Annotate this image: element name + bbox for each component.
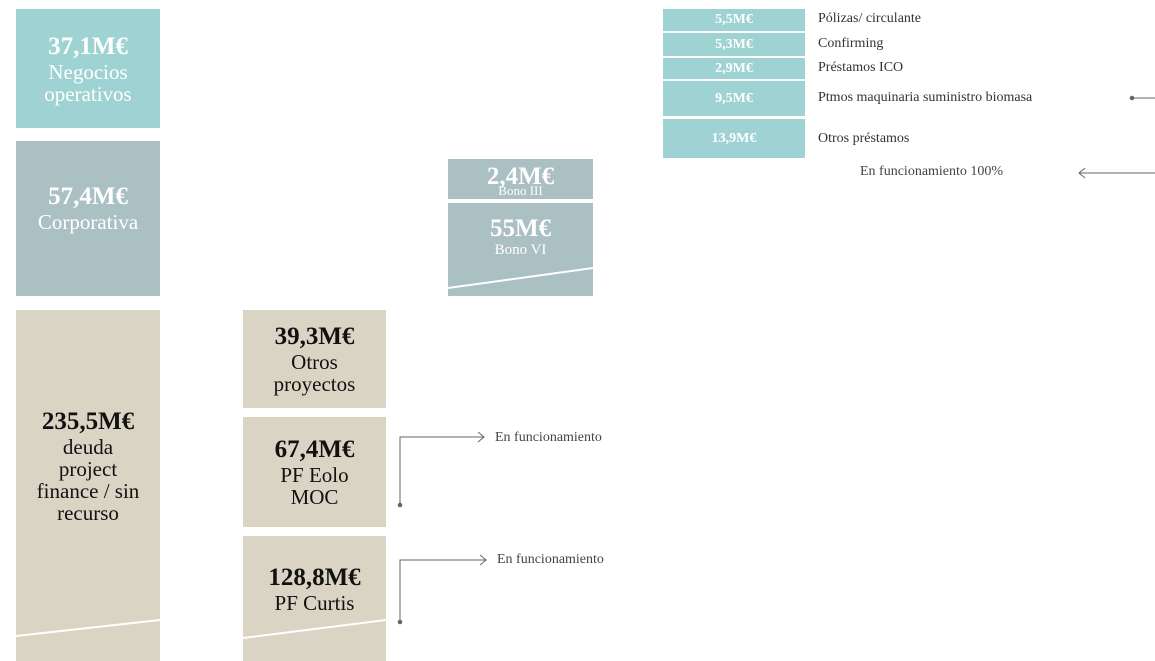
summary-block: 57,4M€ Corporativa [16,141,160,296]
item-amount: 5,3M€ [663,33,805,56]
cut-line [15,619,161,637]
connector [399,559,486,622]
arrow-head [479,554,487,566]
item-amount: 5,5M€ [663,9,805,31]
item-label: Pólizas/ circulante [818,11,922,26]
amount: 37,1M€ [48,32,128,60]
summary-block: 37,1M€ Negocios operativos [16,9,160,128]
connector [399,436,484,505]
note: En funcionamiento 100% [860,164,1004,179]
dot [397,502,403,508]
note: En funcionamiento [495,430,602,445]
arrow-head [477,431,485,443]
item-label: Préstamos ICO [818,60,904,75]
item-label: Ptmos maquinaria suministro biomasa [818,90,1033,105]
item-label: Otros préstamos [818,131,910,146]
amount: 128,8M€ [268,563,361,591]
bond-block: 55M€ Bono VI [448,203,593,296]
dot [397,619,403,625]
note: En funcionamiento [497,552,604,567]
item-amount: 13,9M€ [663,119,805,158]
label: Bono III [498,182,543,198]
project-block: 128,8M€ PF Curtis [243,536,386,661]
amount: 57,4M€ [48,183,128,210]
bond-block: 2,4M€ Bono III [448,159,593,199]
label: Negocios operativos [44,59,132,106]
amount: 39,3M€ [274,323,355,350]
label: Bono VI [494,242,547,258]
label: deuda project finance / sin recurso [36,434,140,525]
label: PF Eolo MOC [280,463,349,509]
project-block: 67,4M€ PF Eolo MOC [243,417,386,527]
label: Otros proyectos [273,350,356,396]
label: PF Curtis [274,590,355,615]
summary-block: 235,5M€ deuda project finance / sin recur… [16,310,160,661]
arrow-head [1078,167,1086,179]
dot [1129,95,1135,101]
amount: 55M€ [489,215,552,242]
label: Corporativa [37,210,139,234]
item-amount: 9,5M€ [663,81,805,116]
amount: 67,4M€ [274,436,355,463]
cut-line [447,267,594,289]
amount: 235,5M€ [41,407,135,435]
item-label: Confirming [818,36,884,51]
cut-line [242,619,387,639]
item-amount: 2,9M€ [663,58,805,79]
amount: 2,4M€ [486,162,555,190]
project-block: 39,3M€ Otros proyectos [243,310,386,408]
